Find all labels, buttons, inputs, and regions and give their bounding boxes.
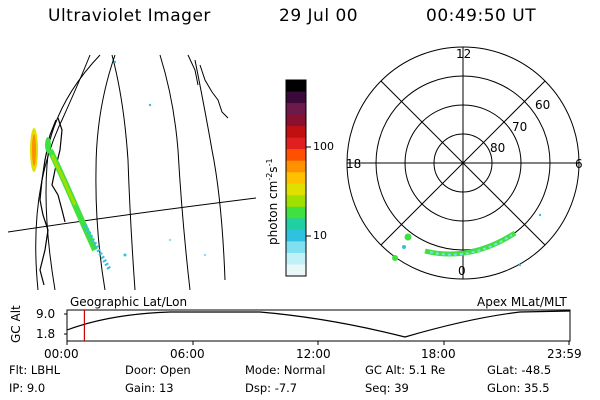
glat-info: GLat: -48.5 [487,363,552,377]
coastline [199,64,229,119]
colorbar-band [286,91,306,104]
colorbar-band [286,206,306,219]
timeline-xtick-label: 12:00 [296,347,331,361]
latitude-line [8,197,256,233]
mlt-label-0: 0 [458,264,466,278]
colorbar-tick-label: 100 [313,140,334,153]
mode-info: Mode: Normal [245,363,326,377]
timeline-axis-label: GC Alt [9,305,23,343]
colorbar-tick-label: 10 [313,229,327,242]
colorbar-band [286,114,306,127]
mlt-label-12: 12 [456,47,472,61]
gc-altitude-curve [66,310,571,338]
timeline-xtick-label: 00:00 [44,347,79,361]
gc-alt-info: GC Alt: 5.1 Re [365,363,446,377]
glon-info: GLon: 35.5 [487,381,550,395]
colorbar-band [286,160,306,173]
colorbar-band [286,80,306,93]
colorbar-unit-label: photon cm-2s-1 [265,158,280,245]
dsp-info: Dsp: -7.7 [245,381,298,395]
polar-plot [346,46,580,280]
mlat-label-60: 60 [535,98,551,112]
colorbar-band [286,241,306,254]
timeline-ytick: 9.0 [36,307,56,321]
aurora-emission-polar [392,213,542,267]
colorbar-band [286,149,306,162]
filter-info: Flt: LBHL [9,363,61,377]
image-time: 00:49:50 UT [426,6,537,26]
colorbar [286,80,306,277]
geographic-caption: Geographic Lat/Lon [70,295,188,309]
gain-info: Gain: 13 [125,381,174,395]
apex-caption: Apex MLat/MLT [477,295,567,309]
longitude-line [194,59,226,281]
timeline-ytick: 1.8 [36,327,56,341]
timeline-xtick-label: 23:59 [547,347,582,361]
colorbar-band [286,252,306,265]
colorbar-band [286,195,306,208]
seq-info: Seq: 39 [365,381,409,395]
colorbar-band [286,126,306,139]
longitude-line [159,54,191,290]
aurora-emission-geographic [30,60,207,272]
colorbar-band [286,103,306,116]
longitude-line [111,54,136,290]
instrument-title: Ultraviolet Imager [48,6,211,26]
colorbar-band [286,137,306,150]
mlat-label-70: 70 [512,120,528,134]
colorbar-band [286,264,306,277]
timeline-xticks [66,341,570,345]
timeline-xtick-label: 18:00 [421,347,456,361]
coastline [187,54,199,86]
mlat-label-80: 80 [490,141,506,155]
mlt-label-18: 18 [346,157,362,171]
timeline-xtick-label: 06:00 [170,347,205,361]
mlt-line-diagonal [380,80,546,246]
ip-info: IP: 9.0 [9,381,46,395]
colorbar-band [286,218,306,231]
image-date: 29 Jul 00 [279,6,359,26]
colorbar-band [286,229,306,242]
mlt-label-6: 6 [575,157,583,171]
colorbar-band [286,172,306,185]
colorbar-band [286,183,306,196]
coastline [51,117,66,223]
timeline-plot [64,309,571,342]
door-info: Door: Open [125,363,191,377]
